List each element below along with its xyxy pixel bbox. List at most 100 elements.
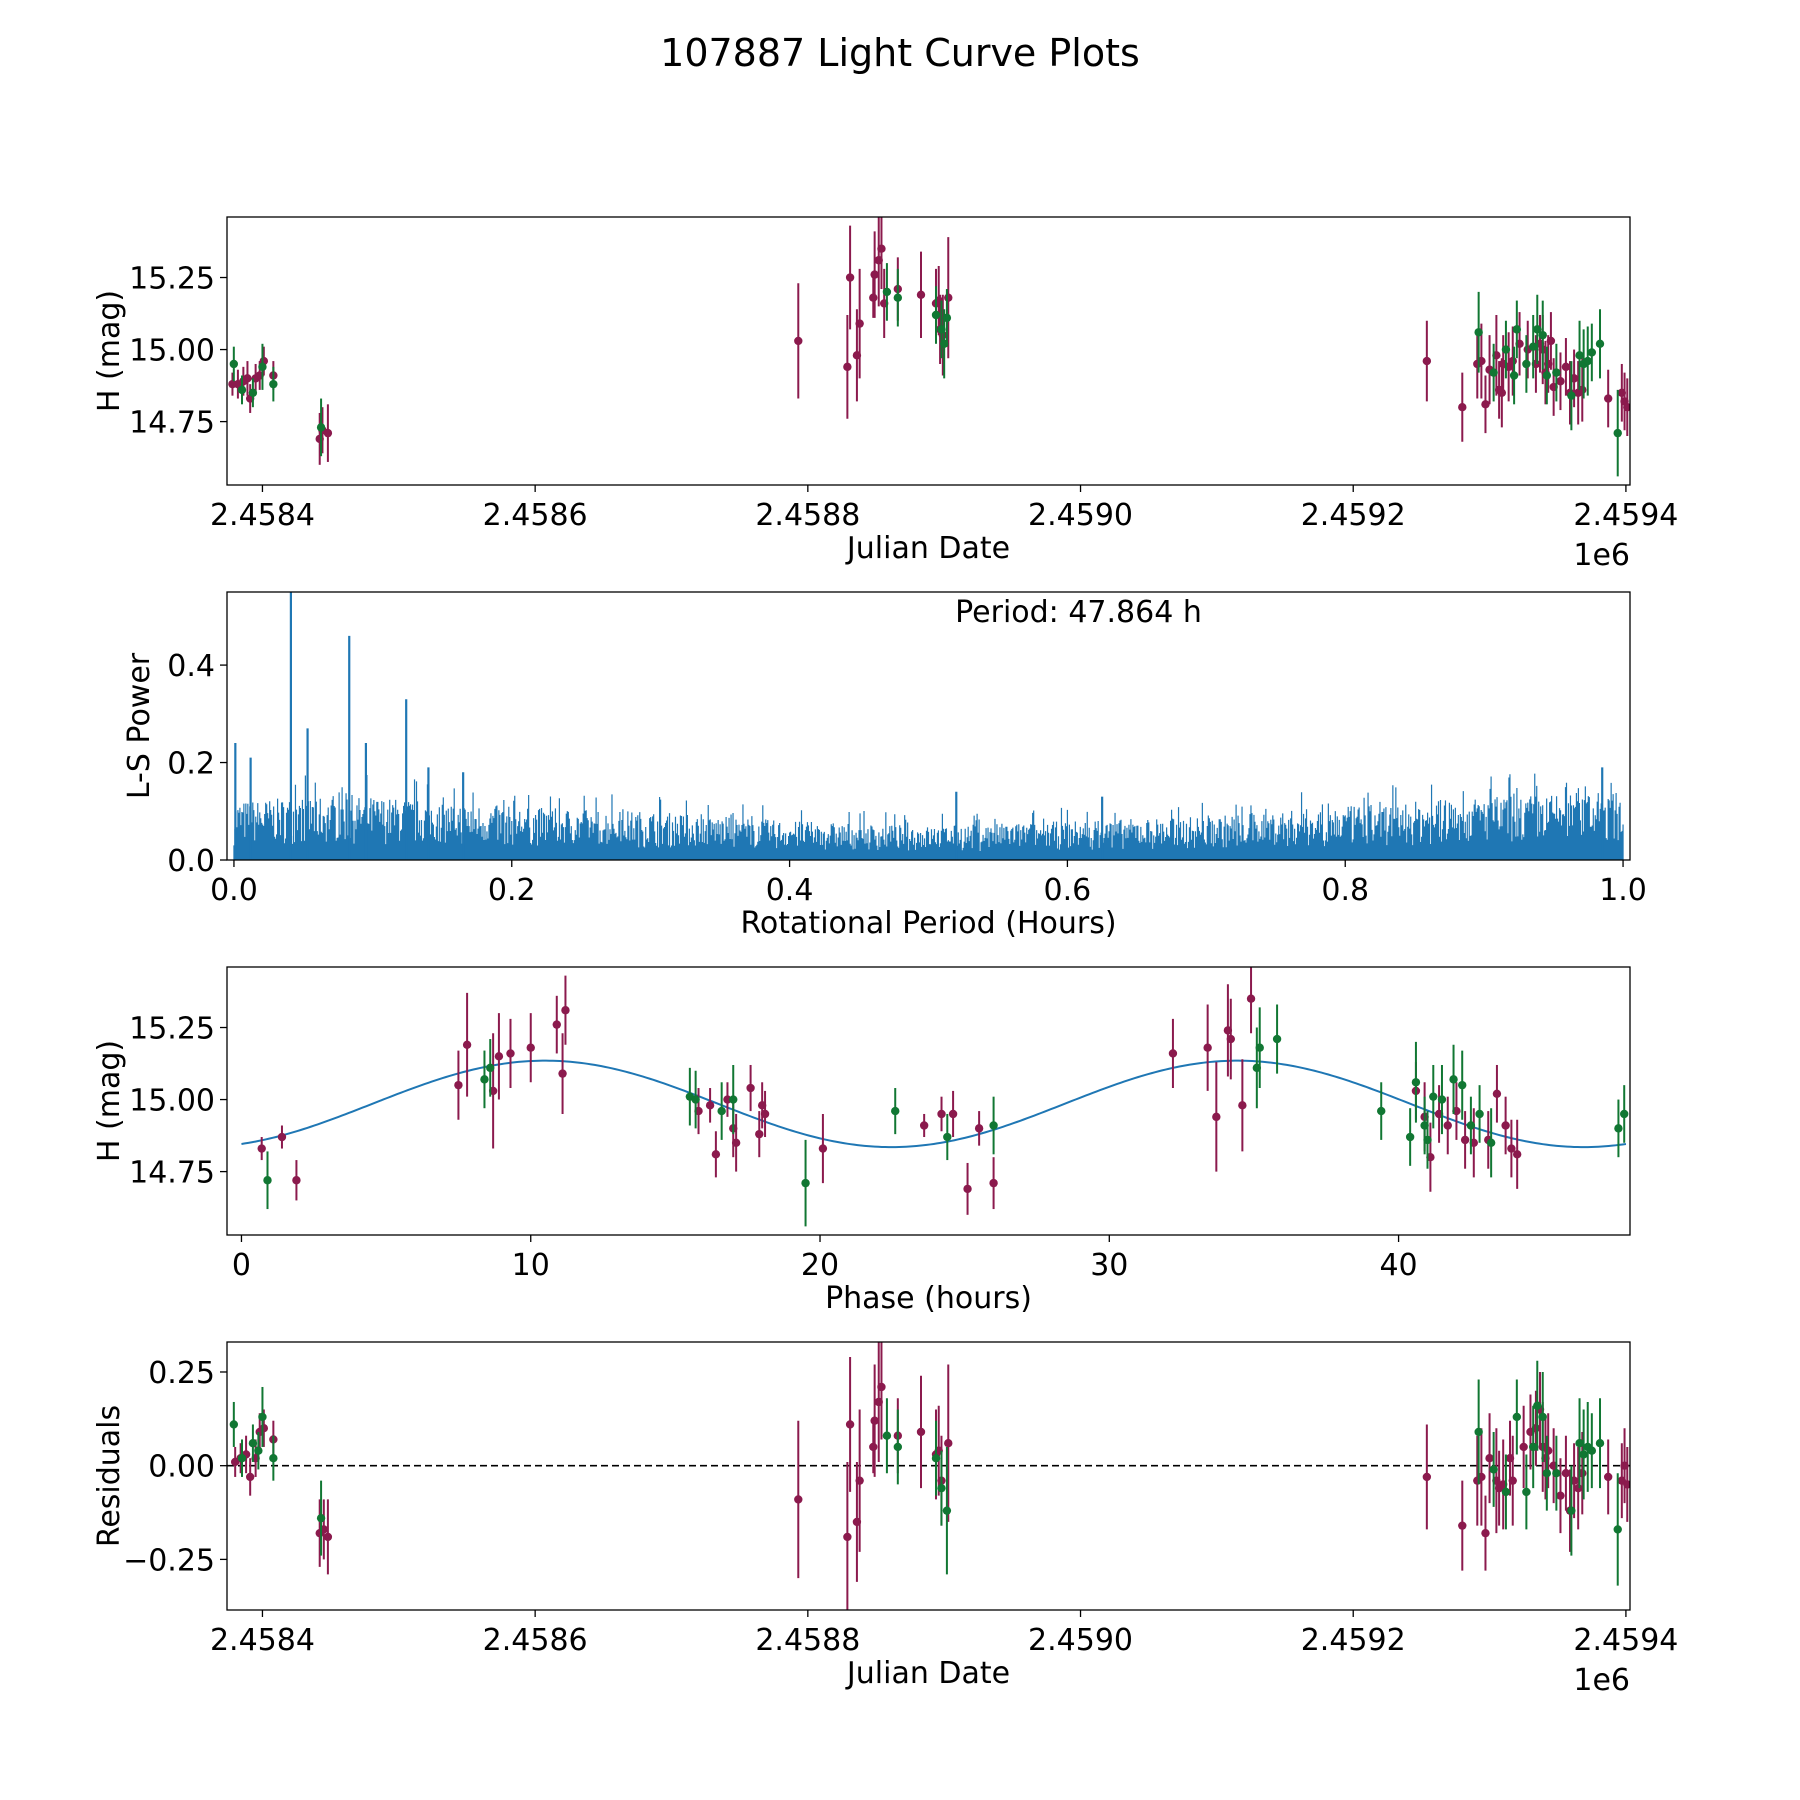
data-point-series-a: [870, 270, 879, 279]
data-point-series-a: [845, 273, 855, 282]
data-point-series-a: [558, 1069, 567, 1078]
data-point-series-a: [1508, 356, 1517, 366]
data-point-series-a: [794, 1495, 803, 1504]
data-point-series-a: [746, 1083, 755, 1093]
x-tick-label: 0.0: [210, 873, 258, 908]
x-tick-label: 2.4590: [1028, 1623, 1133, 1658]
data-point-series-b: [1542, 371, 1552, 380]
data-point-series-b: [882, 287, 892, 297]
data-point-series-a: [1481, 1528, 1490, 1538]
data-point-series-b: [943, 1132, 952, 1142]
data-point-series-b: [1575, 351, 1584, 360]
data-point-series-b: [729, 1095, 738, 1104]
x-tick-label: 2.4586: [483, 498, 588, 533]
data-point-series-b: [1613, 428, 1622, 438]
data-point-series-a: [916, 1427, 926, 1437]
data-point-series-b: [254, 1446, 263, 1455]
lightcurve-panel: 2.4584 2.4586 2.4588 2.4590 2.4592 2.4594 14.7…: [92, 216, 1678, 573]
data-point-series-a: [1501, 1121, 1510, 1130]
data-point-series-b: [1587, 348, 1597, 357]
x-tick-label: 0.6: [1044, 873, 1092, 908]
x-tick-label: 2.4584: [210, 498, 315, 533]
data-point-series-b: [893, 1442, 903, 1452]
x-tick-label: 2.4594: [1573, 498, 1678, 533]
data-point-series-b: [1501, 345, 1511, 354]
data-point-series-a: [877, 1382, 886, 1392]
data-point-series-a: [1460, 1135, 1470, 1145]
data-point-series-b: [1613, 1525, 1622, 1534]
data-point-series-b: [1595, 339, 1605, 348]
data-point-series-b: [1449, 1075, 1458, 1084]
data-point-series-b: [1533, 325, 1542, 334]
x-tick-label: 20: [801, 1248, 839, 1283]
x-tick-label: 40: [1379, 1248, 1417, 1283]
y-axis-label: H (mag): [92, 290, 127, 412]
data-point-series-a: [1507, 1144, 1516, 1153]
data-point-series-a: [1422, 356, 1432, 366]
data-point-series-b: [1552, 368, 1561, 377]
data-point-series-b: [1429, 1092, 1438, 1101]
data-point-series-a: [843, 362, 852, 372]
phased-curve-panel: 0 10 20 30 40 14.75 15.00 15.25 Phase (hours) H (…: [92, 966, 1631, 1316]
data-point-series-a: [552, 1020, 561, 1029]
data-point-series-b: [1533, 1401, 1542, 1410]
data-point-series-b: [486, 1063, 495, 1073]
data-point-series-b: [1567, 391, 1576, 400]
data-point-series-a: [869, 1442, 878, 1452]
data-point-series-a: [1422, 1472, 1432, 1482]
data-point-series-a: [1203, 1043, 1212, 1052]
data-point-series-a: [1623, 402, 1630, 412]
data-point-series-b: [1255, 1043, 1264, 1052]
y-tick-label: 15.25: [129, 262, 215, 297]
y-tick-label: 0.25: [148, 1356, 215, 1391]
data-point-series-a: [257, 1144, 266, 1153]
axes-frame: [226, 591, 1631, 861]
data-point-series-a: [245, 1472, 255, 1482]
x-tick-label: 2.4590: [1028, 498, 1133, 533]
y-tick-label: 15.00: [129, 334, 215, 369]
data-point-series-a: [845, 1420, 855, 1429]
x-tick-label: 2.4588: [755, 498, 860, 533]
data-point-series-b: [1489, 368, 1498, 377]
data-point-series-a: [916, 290, 926, 300]
data-point-series-b: [1272, 1034, 1282, 1044]
x-axis-label: Julian Date: [845, 531, 1010, 566]
x-tick-label: 2.4584: [210, 1623, 315, 1658]
data-point-series-b: [801, 1178, 810, 1188]
data-point-series-a: [818, 1144, 828, 1153]
data-point-series-a: [870, 1416, 879, 1425]
data-point-series-a: [1556, 1491, 1565, 1500]
y-tick-label: −0.25: [123, 1543, 215, 1578]
data-point-series-a: [1485, 1453, 1494, 1463]
data-point-series-b: [1458, 1080, 1467, 1090]
data-point-series-a: [794, 336, 803, 346]
data-point-series-a: [919, 1121, 929, 1130]
y-tick-label: 15.00: [129, 1084, 215, 1119]
data-point-series-a: [1226, 1034, 1235, 1044]
data-point-series-b: [269, 379, 278, 389]
data-point-series-a: [1168, 1049, 1178, 1058]
x-axis-label: Rotational Period (Hours): [740, 906, 1116, 941]
data-point-series-a: [561, 1006, 570, 1015]
data-point-series-a: [974, 1124, 984, 1133]
data-point-series-a: [1458, 1521, 1467, 1530]
y-axis-label: Residuals: [92, 1405, 127, 1547]
y-tick-label: 0.00: [148, 1450, 215, 1485]
data-point-series-b: [1423, 1135, 1432, 1145]
data-point-series-b: [882, 1431, 892, 1440]
data-point-series-b: [1542, 1468, 1552, 1478]
data-point-series-a: [1443, 1121, 1452, 1130]
data-point-series-b: [258, 362, 267, 372]
data-point-series-a: [1497, 388, 1507, 397]
x-tick-label: 30: [1090, 1248, 1128, 1283]
data-point-series-b: [942, 1506, 952, 1515]
data-point-series-b: [989, 1121, 998, 1130]
data-point-series-a: [877, 244, 886, 253]
data-point-series-b: [891, 1106, 900, 1116]
data-point-series-a: [1246, 994, 1256, 1003]
data-point-series-a: [454, 1080, 463, 1090]
data-point-series-a: [526, 1043, 535, 1052]
data-point-series-b: [1512, 1412, 1522, 1422]
data-point-series-b: [691, 1095, 700, 1104]
data-point-series-b: [1509, 371, 1519, 380]
